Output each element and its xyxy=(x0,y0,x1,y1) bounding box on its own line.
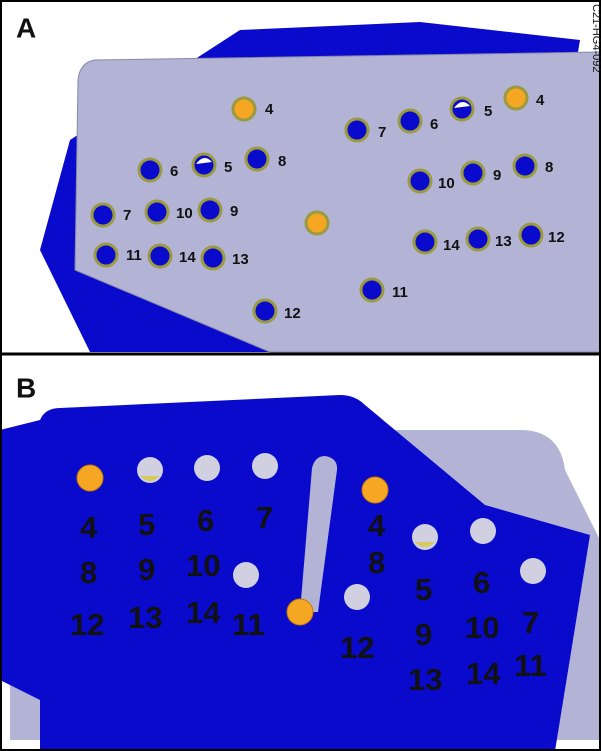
hole xyxy=(233,562,259,588)
hole-label: 11 xyxy=(392,284,408,301)
hole xyxy=(252,298,278,324)
hole-label: 7 xyxy=(378,124,386,141)
hole xyxy=(200,245,226,271)
hole-label: 8 xyxy=(368,545,385,580)
hole-label: 6 xyxy=(473,565,490,600)
hole xyxy=(252,453,278,479)
hole-notch xyxy=(140,476,160,481)
hole-label: 8 xyxy=(278,153,286,170)
hole-label: 7 xyxy=(256,500,273,535)
hole-label: 7 xyxy=(522,605,539,640)
hole xyxy=(518,222,544,248)
hole-label: 9 xyxy=(138,552,155,587)
hole-label: 4 xyxy=(265,101,274,118)
panel-b xyxy=(1,395,600,750)
hole xyxy=(191,152,217,178)
pin xyxy=(286,598,314,626)
hole-label: 11 xyxy=(126,247,142,264)
hole-notch xyxy=(415,542,435,547)
hole-label: 8 xyxy=(545,159,553,176)
hole-label: 5 xyxy=(224,159,232,176)
hole-label: 12 xyxy=(340,630,374,665)
hole-label: 12 xyxy=(548,229,565,246)
hole-label: 10 xyxy=(176,205,193,222)
hole xyxy=(520,558,546,584)
hole-notch xyxy=(196,157,212,164)
hole xyxy=(194,455,220,481)
hole-label: 10 xyxy=(465,610,499,645)
plate xyxy=(74,51,600,353)
hole-label: 13 xyxy=(495,233,512,250)
hole-label: 14 xyxy=(179,249,196,266)
hole-label: 5 xyxy=(138,507,155,542)
hole xyxy=(344,584,370,610)
hole xyxy=(407,168,433,194)
hole xyxy=(460,160,486,186)
hole-label: 14 xyxy=(466,656,501,691)
hole xyxy=(90,202,116,228)
pin xyxy=(361,476,389,504)
hole xyxy=(470,518,496,544)
hole xyxy=(465,226,491,252)
hole-label: 5 xyxy=(415,572,432,607)
plate xyxy=(1,395,590,750)
hole-notch xyxy=(454,101,470,108)
hole xyxy=(344,117,370,143)
hole-label: 9 xyxy=(493,167,501,184)
hole xyxy=(197,197,223,223)
hole-label: 11 xyxy=(232,607,265,642)
hole xyxy=(359,277,385,303)
hole-label: 6 xyxy=(430,116,438,133)
hole xyxy=(147,243,173,269)
hole-label: 4 xyxy=(368,508,386,543)
hole-label: 5 xyxy=(484,103,492,120)
figure-code: C21-HG4-092 xyxy=(590,4,601,72)
hole-label: 9 xyxy=(415,617,432,652)
hole xyxy=(412,229,438,255)
hole-label: 4 xyxy=(80,510,98,545)
hole xyxy=(397,108,423,134)
pin xyxy=(304,210,330,236)
hole-label: 7 xyxy=(123,207,131,224)
hole-label: 12 xyxy=(284,305,301,322)
panel-a xyxy=(40,22,600,353)
hole xyxy=(93,242,119,268)
hole-label: 8 xyxy=(80,555,97,590)
hole-label: 4 xyxy=(536,92,545,109)
hole-label: 13 xyxy=(232,251,249,268)
hole xyxy=(137,157,163,183)
hole xyxy=(244,146,270,172)
slot xyxy=(300,456,338,612)
hole-label: 12 xyxy=(70,607,104,642)
panel-label: B xyxy=(16,372,36,403)
hole-label: 14 xyxy=(186,595,221,630)
hole-label: 9 xyxy=(230,203,238,220)
panel-label: A xyxy=(16,12,36,43)
hole xyxy=(512,153,538,179)
hole-label: 13 xyxy=(408,662,442,697)
hole-label: 10 xyxy=(186,548,220,583)
pin xyxy=(231,96,257,122)
pin xyxy=(503,85,529,111)
hole-label: 6 xyxy=(170,163,178,180)
hole xyxy=(449,96,475,122)
hole-label: 13 xyxy=(128,600,162,635)
pin xyxy=(76,464,104,492)
hole-label: 11 xyxy=(514,648,547,683)
hole-label: 6 xyxy=(197,503,214,538)
hole-label: 14 xyxy=(443,237,460,254)
hole-label: 10 xyxy=(438,175,455,192)
hole xyxy=(144,199,170,225)
